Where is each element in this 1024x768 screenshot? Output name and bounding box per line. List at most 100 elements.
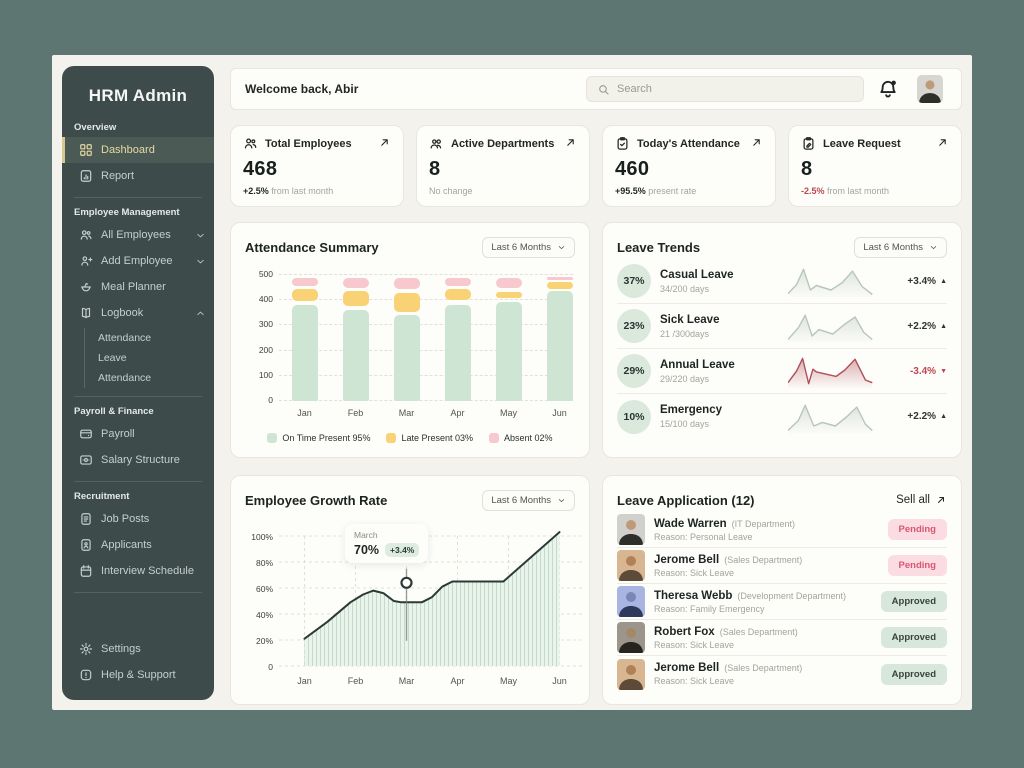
sidebar-item-interview-schedule[interactable]: Interview Schedule — [62, 558, 214, 584]
bar-absent — [495, 277, 522, 288]
leave-trend-row: 29% Annual Leave 29/220 days -3.4% ▼ — [617, 349, 947, 394]
x-axis-label: Jun — [552, 676, 567, 686]
sidebar-item-report[interactable]: Report — [62, 163, 214, 189]
profile-avatar[interactable] — [917, 75, 943, 103]
trend-percent-badge: 23% — [617, 309, 651, 343]
sidebar-item-payroll[interactable]: Payroll — [62, 421, 214, 447]
sidebar-subitem-leave[interactable]: Leave — [98, 352, 127, 364]
sidebar-divider — [74, 592, 202, 593]
tooltip-month: March — [354, 530, 378, 540]
x-axis-label: Mar — [398, 408, 415, 418]
trend-days: 21 /300days — [660, 328, 710, 339]
sidebar-item-label: Add Employee — [101, 255, 173, 267]
stat-subtext: No change — [429, 186, 473, 196]
stat-subtext: +95.5% present rate — [615, 186, 697, 196]
search-input[interactable] — [617, 83, 853, 95]
legend-swatch — [267, 433, 278, 443]
status-badge[interactable]: Approved — [880, 591, 947, 612]
bar-on-time — [495, 302, 522, 401]
leave-application-row[interactable]: Jerome Bell (Sales Department) Reason: Sic… — [617, 656, 947, 692]
legend-swatch — [386, 433, 397, 443]
sidebar-subitem-attendance[interactable]: Attendance — [98, 372, 152, 384]
status-badge[interactable]: Approved — [880, 663, 947, 685]
sidebar-item-dashboard[interactable]: Dashboard — [62, 137, 214, 163]
leave-trend-row: 10% Emergency 15/100 days +2.2% ▲ — [617, 394, 947, 439]
sidebar-item-add-employee[interactable]: Add Employee — [62, 248, 214, 274]
applicant-department: (IT Department) — [731, 518, 795, 529]
applicant-reason: Reason: Sick Leave — [654, 676, 735, 686]
trend-percent-badge: 29% — [617, 354, 651, 388]
sidebar-item-meal-planner[interactable]: Meal Planner — [62, 274, 214, 300]
trend-delta-value: -3.4% — [909, 365, 937, 377]
trend-delta: -3.4% ▼ — [893, 366, 947, 377]
sidebar-item-settings[interactable]: Settings — [62, 636, 214, 662]
sidebar-item-label: Logbook — [101, 307, 144, 319]
sidebar-item-help-support[interactable]: Help & Support — [62, 662, 214, 688]
applicant-name-line: Theresa Webb (Development Department) — [654, 590, 872, 602]
applicant-reason: Reason: Sick Leave — [654, 639, 735, 650]
main-content: Welcome back, Abir Total Employees 468 +2.… — [230, 55, 962, 710]
x-axis-label: Jan — [297, 408, 312, 418]
applicant-name-line: Jerome Bell (Sales Department) — [654, 554, 879, 566]
applicant-info: Jerome Bell (Sales Department) Reason: Sic… — [654, 554, 879, 578]
growth-period-dropdown[interactable]: Last 6 Months — [482, 489, 575, 511]
stat-card-active-departments: Active Departments 8 No change — [416, 125, 590, 207]
sidebar-footer: Settings Help & Support — [62, 636, 214, 688]
applicant-info: Theresa Webb (Development Department) Reas… — [654, 590, 872, 614]
applicant-reason: Reason: Family Emergency — [654, 603, 765, 614]
search-icon — [597, 83, 610, 96]
leave-application-row[interactable]: Theresa Webb (Development Department) Reas… — [617, 584, 947, 620]
stat-card-header: Leave Request — [801, 136, 949, 151]
triangle-down-icon: ▼ — [940, 367, 947, 375]
sidebar-item-label: Payroll — [101, 428, 135, 440]
arrow-up-right-icon[interactable] — [564, 136, 577, 149]
applicant-name-line: Wade Warren (IT Department) — [654, 518, 879, 530]
leave-application-row[interactable]: Jerome Bell (Sales Department) Reason: Sic… — [617, 548, 947, 584]
growth-x-labels: Jan Feb Mar Apr May Jun — [279, 674, 575, 688]
search-box[interactable] — [586, 76, 864, 102]
arrow-up-right-icon[interactable] — [378, 136, 391, 149]
leave-application-row[interactable]: Wade Warren (IT Department) Reason: Person… — [617, 512, 947, 548]
welcome-text: Welcome back, Abir — [245, 82, 359, 96]
sidebar-subitem-attendance[interactable]: Attendance — [98, 332, 152, 344]
sidebar-item-job-posts[interactable]: Job Posts — [62, 506, 214, 532]
attendance-period-dropdown[interactable]: Last 6 Months — [482, 236, 575, 258]
sidebar-item-applicants[interactable]: Applicants — [62, 532, 214, 558]
trend-days: 29/220 days — [660, 373, 710, 384]
status-badge[interactable]: Pending — [887, 555, 947, 576]
bar-on-time — [444, 305, 471, 401]
stat-value: 8 — [801, 158, 813, 180]
applicant-avatar — [617, 514, 645, 545]
status-badge[interactable]: Approved — [880, 627, 947, 648]
leave-application-row[interactable]: Robert Fox (Sales Department) Reason: Sick… — [617, 620, 947, 656]
notification-bell-icon[interactable] — [877, 78, 899, 100]
sidebar-item-label: Meal Planner — [101, 281, 166, 293]
chevron-down-icon — [557, 243, 566, 252]
trends-period-dropdown[interactable]: Last 6 Months — [854, 236, 947, 258]
sidebar-item-logbook[interactable]: Logbook — [62, 300, 214, 326]
arrow-up-right-icon[interactable] — [936, 136, 949, 149]
stat-card-total-employees: Total Employees 468 +2.5% from last month — [230, 125, 404, 207]
y-axis-label: 40% — [255, 610, 273, 620]
bar-on-time — [393, 315, 420, 401]
sidebar-item-salary-structure[interactable]: Salary Structure — [62, 447, 214, 473]
see-all-link[interactable]: Sell all — [896, 494, 947, 506]
sidebar-item-all-employees[interactable]: All Employees — [62, 222, 214, 248]
sidebar-divider — [74, 197, 202, 198]
trend-info: Sick Leave 21 /300days — [660, 314, 768, 339]
calendar-icon — [79, 564, 93, 578]
growth-line-chart: March 70% +3.4% 0 20% 40% 60% 80% 100% — [251, 524, 585, 672]
trend-sparkline — [777, 353, 884, 389]
leave-trend-row: 37% Casual Leave 34/200 days +3.4% ▲ — [617, 259, 947, 304]
meal-icon — [79, 280, 93, 294]
attendance-summary-card: Attendance Summary Last 6 Months 0 100 200… — [230, 222, 590, 458]
sidebar-item-label: Help & Support — [101, 669, 176, 681]
arrow-up-right-icon[interactable] — [750, 136, 763, 149]
users-icon — [79, 228, 93, 242]
x-axis-label: Jan — [297, 676, 312, 686]
attendance-summary-title: Attendance Summary — [245, 239, 379, 255]
applicant-name-line: Robert Fox (Sales Department) — [654, 626, 872, 638]
gridline — [279, 324, 573, 326]
applicant-reason: Reason: Personal Leave — [654, 531, 753, 542]
status-badge[interactable]: Pending — [887, 519, 947, 540]
